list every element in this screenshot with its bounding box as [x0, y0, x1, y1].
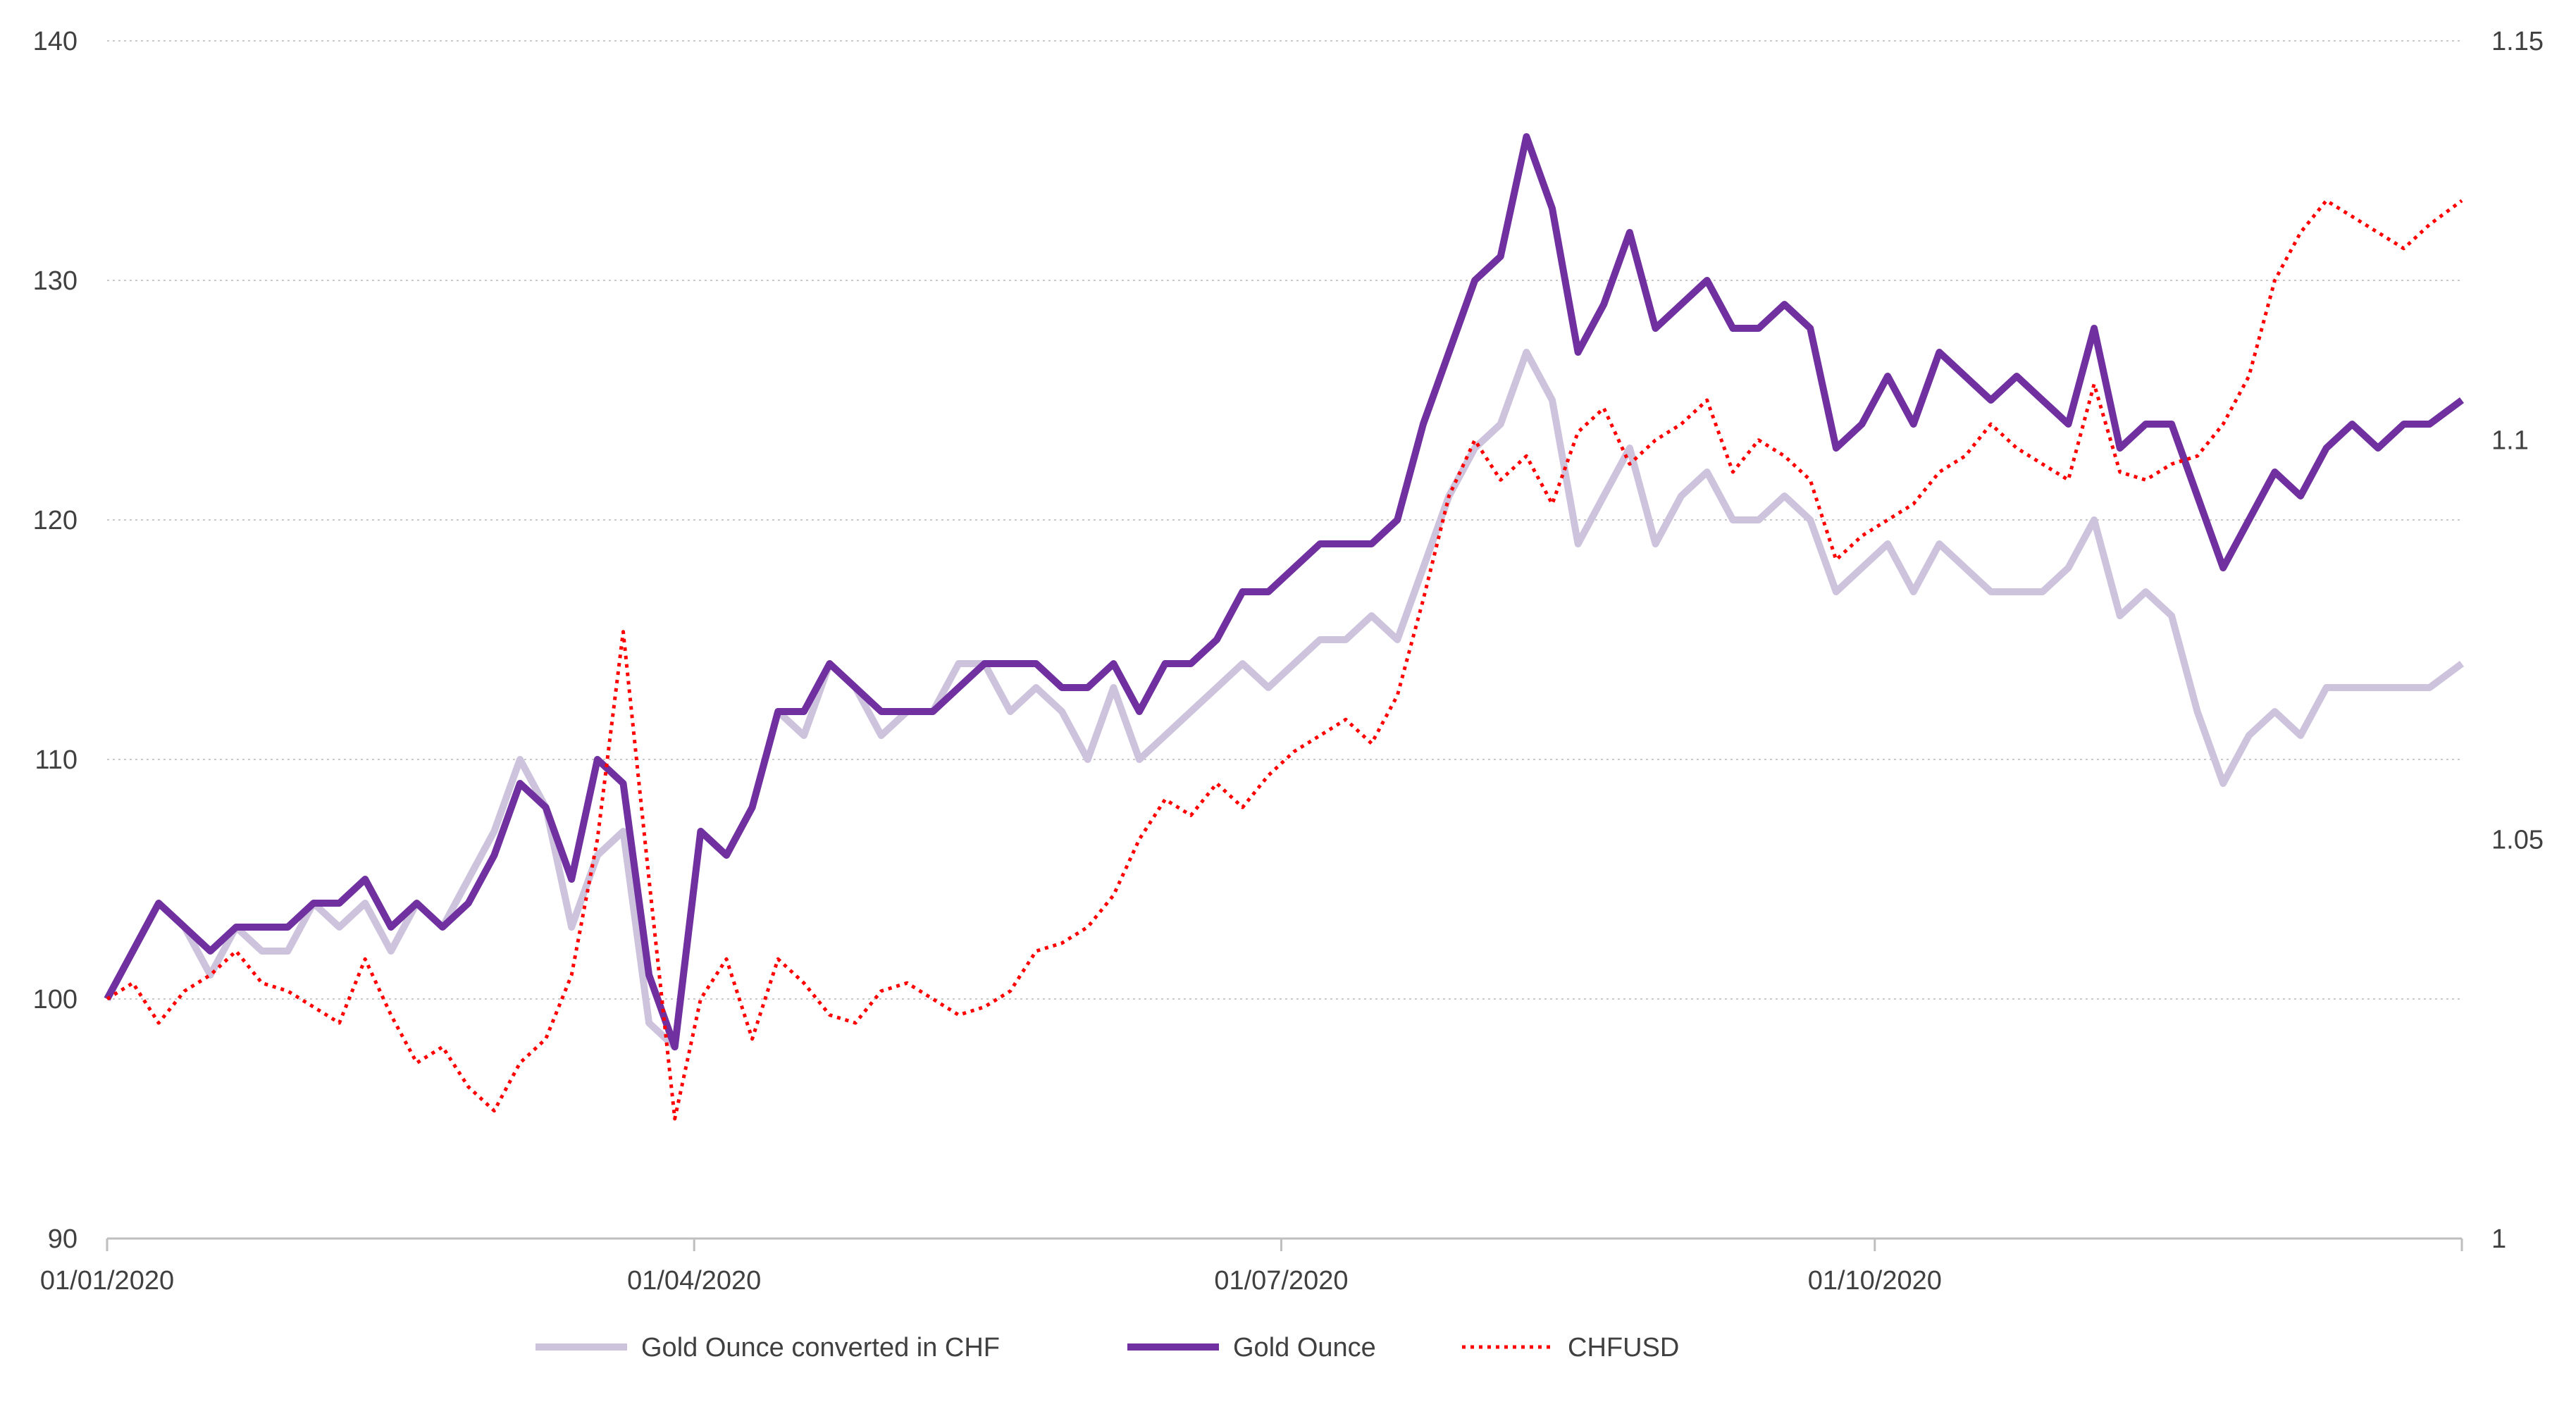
series-line-3: [106, 199, 2463, 1121]
gridlines: [107, 40, 2462, 1000]
y-right-tick-label: 1.1: [2491, 426, 2529, 456]
y-right-tick-label: 1: [2491, 1224, 2506, 1254]
y-left-tick-label: 90: [48, 1224, 78, 1254]
legend-label: Gold Ounce: [1233, 1333, 1376, 1363]
axes: 90 100 110 120 130 140 1 1.05 1.1 1.15 01/01/2020 0…: [33, 27, 2544, 1296]
series-line-1: [104, 349, 2464, 1050]
x-tick-label: 01/10/2020: [1808, 1266, 1942, 1296]
legend: Gold Ounce converted in CHF Gold Ounce CHF…: [535, 1333, 1679, 1363]
series-lines: [104, 133, 2464, 1121]
y-right-tick-label: 1.05: [2491, 825, 2544, 855]
y-left-tick-label: 100: [33, 985, 78, 1014]
legend-label: CHFUSD: [1568, 1333, 1679, 1363]
x-tick-label: 01/04/2020: [627, 1266, 761, 1296]
y-left-tick-label: 110: [35, 745, 78, 775]
series-line-2: [104, 133, 2464, 1050]
y-left-tick-label: 120: [33, 506, 78, 535]
x-tick-label: 01/01/2020: [40, 1266, 174, 1296]
legend-label: Gold Ounce converted in CHF: [641, 1333, 1000, 1363]
y-right-tick-label: 1.15: [2491, 27, 2544, 56]
y-left-tick-label: 130: [33, 266, 78, 296]
x-tick-label: 01/07/2020: [1214, 1266, 1348, 1296]
y-left-tick-label: 140: [33, 27, 78, 56]
